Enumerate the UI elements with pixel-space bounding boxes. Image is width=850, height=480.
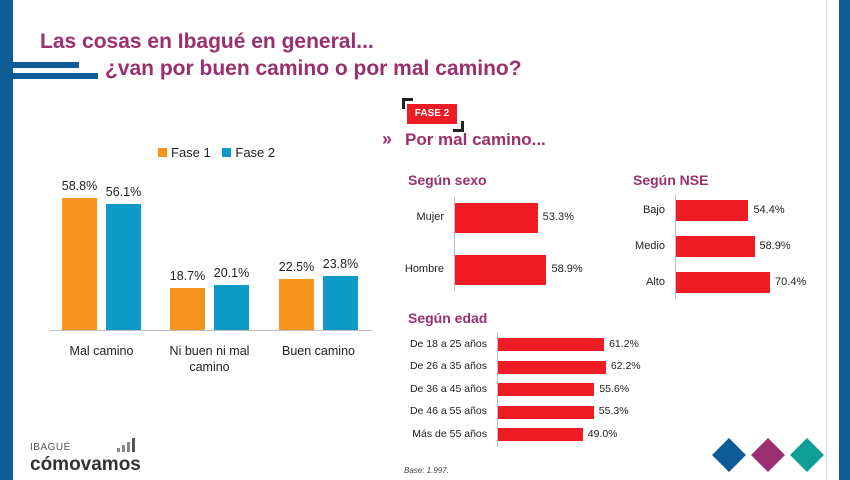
legend: Fase 1 Fase 2 xyxy=(158,145,275,160)
nse-label-2: Medio xyxy=(635,239,665,252)
title-accent-line-1 xyxy=(13,62,79,68)
badge-corner-br xyxy=(453,121,464,132)
section-title: Por mal camino... xyxy=(405,130,546,149)
category-label-3: Buen camino xyxy=(282,344,355,358)
edad-value-2: 62.2% xyxy=(610,360,641,372)
value-label-fase2-3: 23.8% xyxy=(322,257,359,272)
value-label-fase2-2: 20.1% xyxy=(213,265,250,280)
main-chart-axis xyxy=(50,330,372,331)
bar-fase2-2 xyxy=(214,284,249,330)
sexo-title: Según sexo xyxy=(408,172,487,188)
sexo-value-1: 53.3% xyxy=(542,211,574,223)
badge-corner-tl xyxy=(402,98,413,109)
slide-title-line2: ¿van por buen camino o por mal camino? xyxy=(105,57,522,80)
diamond-teal-icon xyxy=(790,438,824,472)
edad-value-3: 55.6% xyxy=(599,382,630,395)
edad-value-1: 61.2% xyxy=(609,337,639,350)
nse-value-1: 54.4% xyxy=(753,203,785,216)
logo-bars-icon xyxy=(117,438,137,452)
nse-value-2: 58.9% xyxy=(759,239,791,252)
value-label-fase1-1: 58.8% xyxy=(61,178,98,193)
sexo-bar-2 xyxy=(454,255,547,285)
edad-value-4: 55.3% xyxy=(598,405,629,417)
category-label-2: Ni buen ni mal camino xyxy=(169,344,250,374)
edad-label-4: De 46 a 55 años xyxy=(409,405,487,417)
phase-badge: FASE 2 xyxy=(407,104,457,124)
value-label-fase2-1: 56.1% xyxy=(105,184,142,199)
nse-label-1: Bajo xyxy=(642,203,665,216)
category-label-1: Mal camino xyxy=(69,344,134,358)
nse-title: Según NSE xyxy=(633,172,709,188)
bar-fase1-3 xyxy=(279,279,314,330)
edad-label-5: Más de 55 años xyxy=(412,427,487,440)
legend-swatch-fase1 xyxy=(158,148,167,157)
edad-label-3: De 36 a 45 años xyxy=(409,382,487,395)
nse-bar-1 xyxy=(675,200,749,221)
value-label-fase1-2: 18.7% xyxy=(169,268,206,283)
diamond-blue-icon xyxy=(712,438,746,472)
sexo-label-1: Mujer xyxy=(416,211,444,223)
left-blue-band xyxy=(0,0,13,480)
nse-bar-3 xyxy=(675,272,771,293)
sexo-bar-1 xyxy=(454,203,538,233)
value-label-fase1-3: 22.5% xyxy=(278,260,315,275)
nse-axis xyxy=(675,194,676,299)
diamond-purple-icon xyxy=(751,438,785,472)
title-accent-line-2 xyxy=(13,73,98,79)
nse-bar-2 xyxy=(675,236,755,257)
bar-fase1-1 xyxy=(62,197,97,330)
edad-bar-1 xyxy=(497,338,605,351)
bar-fase2-1 xyxy=(106,203,141,330)
slide-title-line1: Las cosas en Ibagué en general... xyxy=(40,30,374,53)
right-white-strip xyxy=(826,0,839,480)
legend-label-fase2: Fase 2 xyxy=(235,145,276,160)
edad-bar-5 xyxy=(497,428,583,441)
nse-label-3: Alto xyxy=(646,275,665,288)
logo-small-text: IBAGUÉ xyxy=(30,442,71,453)
edad-value-5: 49.0% xyxy=(587,427,618,440)
edad-axis xyxy=(497,332,498,447)
sexo-label-2: Hombre xyxy=(404,263,444,275)
edad-bar-3 xyxy=(497,383,595,396)
section-arrow-icon: » xyxy=(382,129,393,149)
edad-bar-2 xyxy=(497,360,606,374)
edad-bar-4 xyxy=(497,405,594,419)
right-blue-band xyxy=(838,0,850,480)
edad-label-1: De 18 a 25 años xyxy=(409,337,487,350)
logo-main-text: cómovamos xyxy=(30,454,141,475)
nse-value-3: 70.4% xyxy=(775,275,807,288)
sexo-axis xyxy=(454,197,455,291)
bar-fase2-3 xyxy=(323,276,358,330)
legend-label-fase1: Fase 1 xyxy=(171,145,211,160)
legend-swatch-fase2 xyxy=(222,148,232,157)
sexo-value-2: 58.9% xyxy=(551,263,583,275)
bar-fase1-2 xyxy=(170,287,205,330)
base-note: Base: 1.997. xyxy=(404,466,449,475)
edad-label-2: De 26 a 35 años xyxy=(409,360,487,372)
edad-title: Según edad xyxy=(408,310,488,326)
